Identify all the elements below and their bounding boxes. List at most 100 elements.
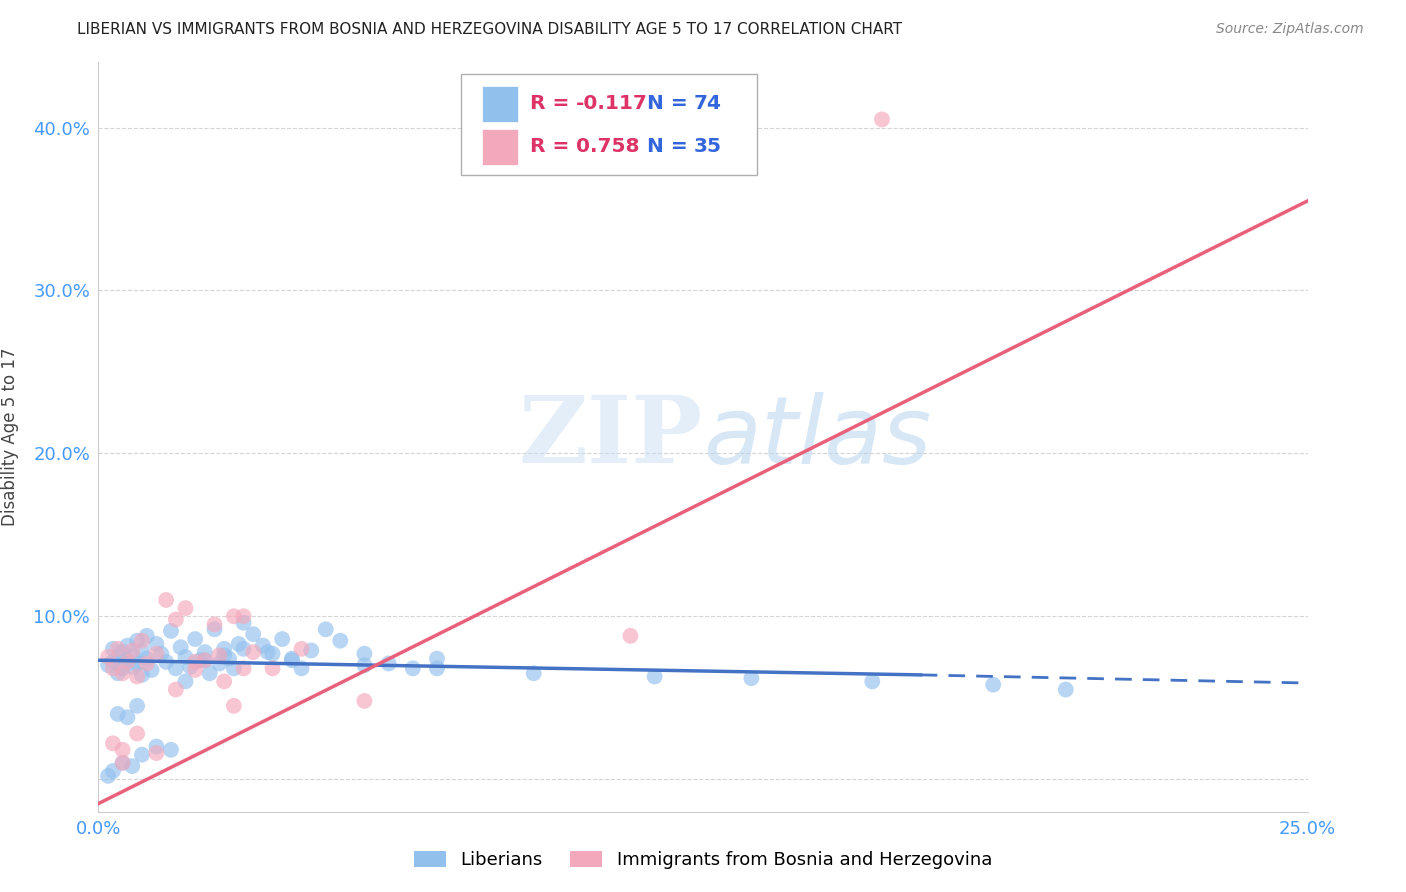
Point: [242, 627, 264, 641]
Point: [981, 678, 1004, 692]
Point: [145, 746, 167, 760]
Point: [111, 743, 134, 757]
Point: [377, 657, 399, 671]
Point: [232, 615, 254, 630]
Point: [204, 617, 226, 632]
Point: [160, 624, 183, 638]
Text: -0.117: -0.117: [576, 95, 648, 113]
Point: [127, 726, 149, 740]
Point: [860, 674, 883, 689]
Point: [165, 682, 187, 697]
Point: [150, 647, 173, 661]
Point: [101, 655, 124, 669]
Point: [242, 645, 264, 659]
Point: [135, 651, 157, 665]
Point: [145, 739, 167, 754]
Point: [131, 668, 153, 682]
Point: [135, 657, 157, 671]
Point: [426, 651, 449, 665]
Point: [290, 661, 312, 675]
Point: [111, 756, 134, 770]
Point: [117, 653, 139, 667]
Point: [262, 647, 284, 661]
Point: [740, 671, 762, 685]
FancyBboxPatch shape: [482, 86, 517, 121]
Point: [160, 743, 183, 757]
Point: [208, 648, 231, 663]
Point: [169, 640, 191, 655]
Point: [111, 661, 134, 675]
Point: [127, 657, 149, 671]
Y-axis label: Disability Age 5 to 17: Disability Age 5 to 17: [1, 348, 20, 526]
Point: [101, 764, 124, 778]
Point: [131, 633, 153, 648]
Point: [619, 629, 641, 643]
Point: [271, 632, 294, 646]
Point: [111, 666, 134, 681]
Point: [97, 650, 120, 665]
Point: [184, 663, 207, 677]
Text: Source: ZipAtlas.com: Source: ZipAtlas.com: [1216, 22, 1364, 37]
Point: [107, 641, 129, 656]
Point: [188, 653, 211, 667]
Text: N =: N =: [633, 137, 695, 156]
Point: [194, 645, 217, 659]
Point: [402, 661, 425, 675]
Point: [228, 637, 250, 651]
Point: [523, 666, 546, 681]
Point: [644, 669, 666, 683]
Text: LIBERIAN VS IMMIGRANTS FROM BOSNIA AND HERZEGOVINA DISABILITY AGE 5 TO 17 CORREL: LIBERIAN VS IMMIGRANTS FROM BOSNIA AND H…: [77, 22, 903, 37]
Point: [121, 759, 143, 773]
Point: [262, 661, 284, 675]
Point: [329, 633, 352, 648]
Point: [212, 641, 235, 656]
Point: [174, 650, 197, 665]
Point: [256, 645, 278, 659]
Point: [145, 637, 167, 651]
Point: [252, 639, 274, 653]
Point: [121, 648, 143, 663]
Point: [232, 661, 254, 675]
Point: [184, 655, 207, 669]
Point: [212, 674, 235, 689]
Point: [1054, 682, 1077, 697]
Point: [141, 663, 163, 677]
Point: [131, 643, 153, 657]
Point: [107, 706, 129, 721]
Point: [107, 666, 129, 681]
Point: [117, 639, 139, 653]
Point: [121, 643, 143, 657]
Text: 74: 74: [693, 95, 721, 113]
Point: [165, 613, 187, 627]
FancyBboxPatch shape: [482, 128, 517, 165]
Point: [101, 736, 124, 750]
Point: [194, 653, 217, 667]
Text: ZIP: ZIP: [519, 392, 703, 482]
Point: [135, 629, 157, 643]
Point: [97, 769, 120, 783]
Point: [127, 698, 149, 713]
Point: [121, 659, 143, 673]
Point: [101, 661, 124, 675]
Point: [315, 622, 337, 636]
Point: [290, 641, 312, 656]
Point: [281, 651, 304, 665]
Text: R =: R =: [530, 95, 576, 113]
Point: [204, 622, 226, 636]
Text: atlas: atlas: [703, 392, 931, 483]
Point: [165, 661, 187, 675]
Point: [127, 633, 149, 648]
Point: [107, 650, 129, 665]
Point: [198, 666, 221, 681]
Text: R =: R =: [530, 137, 576, 156]
Point: [184, 632, 207, 646]
FancyBboxPatch shape: [461, 74, 758, 175]
Point: [111, 756, 134, 770]
Text: N =: N =: [633, 95, 695, 113]
Point: [222, 661, 245, 675]
Point: [155, 655, 177, 669]
Point: [222, 698, 245, 713]
Point: [97, 658, 120, 673]
Point: [353, 694, 375, 708]
Legend: Liberians, Immigrants from Bosnia and Herzegovina: Liberians, Immigrants from Bosnia and He…: [405, 842, 1001, 879]
